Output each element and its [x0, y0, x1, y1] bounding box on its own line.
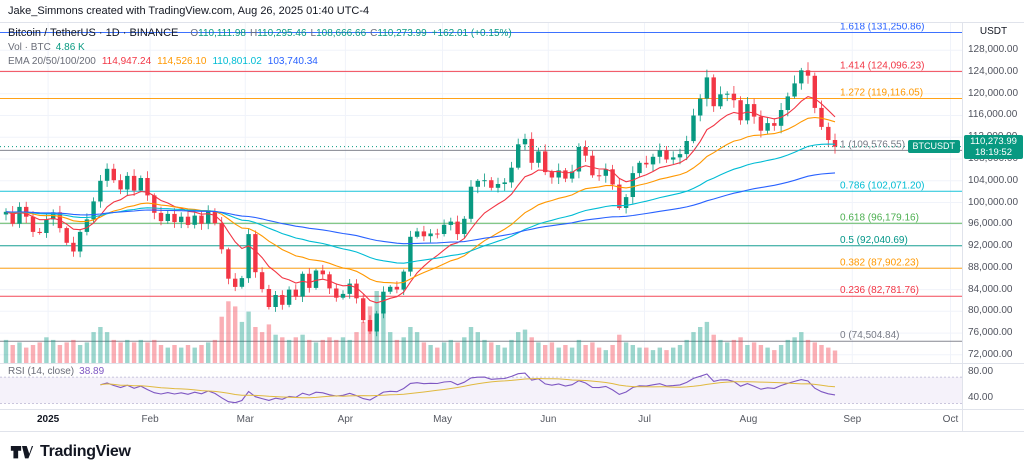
chart-legend: Bitcoin / TetherUS · 1D · BINANCE O110,11… — [8, 26, 512, 69]
attribution-text: Jake_Simmons created with TradingView.co… — [0, 0, 1024, 22]
last-price-badge[interactable]: 110,273.99 18:19:52 — [964, 134, 1023, 159]
axis-corner — [962, 410, 1024, 431]
tradingview-logo-icon — [10, 445, 34, 458]
symbol-title[interactable]: Bitcoin / TetherUS · 1D · BINANCE — [8, 27, 179, 39]
time-axis-row: 2025 Feb Mar Apr May Jun Jul Aug Sep Oct — [0, 409, 1024, 431]
ema-20-value: 114,947.24 — [101, 56, 152, 67]
time-axis-label: Mar — [236, 414, 254, 425]
rsi-label: RSI (14, close) — [8, 366, 75, 377]
rsi-band — [0, 377, 962, 404]
price-axis-tick: 100,000.00 — [968, 196, 1019, 208]
ema-line-200[interactable] — [5, 172, 836, 245]
low-label: L — [310, 28, 317, 39]
price-axis-tick: 84,000.00 — [968, 283, 1013, 295]
tradingview-logo-text: TradingView — [40, 442, 131, 460]
ema-line-100[interactable] — [5, 143, 836, 264]
price-axis-tick: 76,000.00 — [968, 327, 1013, 339]
time-axis-label: Jul — [638, 414, 651, 425]
rsi-chart-canvas[interactable] — [0, 364, 962, 410]
svg-text:1.272 (119,116.05): 1.272 (119,116.05) — [840, 88, 923, 99]
time-axis-label: Sep — [843, 414, 862, 425]
price-pane-area[interactable]: 1.618 (131,250.86) 1.414 (124,096.23) 1.27… — [0, 23, 962, 363]
fib-labels: 1.618 (131,250.86) 1.414 (124,096.23) 1.27… — [840, 23, 925, 341]
rsi-value: 38.89 — [79, 366, 105, 377]
chart-root: 1.618 (131,250.86) 1.414 (124,096.23) 1.27… — [0, 22, 1024, 431]
rsi-axis-tick: 80.00 — [968, 365, 994, 377]
price-axis-tick: 72,000.00 — [968, 348, 1013, 360]
price-axis-tick: 88,000.00 — [968, 261, 1013, 273]
time-axis-label: May — [433, 414, 452, 425]
time-axis-label: Jun — [540, 414, 557, 425]
svg-text:0.618 (96,179.16): 0.618 (96,179.16) — [840, 212, 919, 223]
volume-label: Vol · BTC — [8, 42, 51, 53]
rsi-axis[interactable]: 80.00 40.00 — [962, 364, 1024, 409]
time-axis[interactable]: 2025 Feb Mar Apr May Jun Jul Aug Sep Oct — [0, 410, 962, 431]
candles-layer[interactable] — [3, 62, 838, 337]
bottom-bar: TradingView — [0, 431, 1024, 471]
time-axis-label: Feb — [141, 414, 159, 425]
svg-text:1 (109,576.55): 1 (109,576.55) — [840, 139, 905, 150]
volume-bars — [3, 291, 838, 363]
symbol-price-tag[interactable]: BTCUSDT — [907, 139, 960, 153]
fib-retracement-lines[interactable] — [0, 32, 962, 342]
price-axis-tick: 120,000.00 — [968, 87, 1019, 99]
price-axis-tick: 92,000.00 — [968, 240, 1013, 252]
svg-text:1.618 (131,250.86): 1.618 (131,250.86) — [840, 23, 925, 33]
ema-200-value: 103,740.34 — [267, 56, 318, 67]
price-axis-tick: 124,000.00 — [968, 65, 1019, 77]
svg-text:0.236 (82,781.76): 0.236 (82,781.76) — [840, 285, 919, 296]
svg-text:0.382 (87,902.23): 0.382 (87,902.23) — [840, 257, 919, 268]
rsi-line[interactable] — [100, 372, 836, 404]
price-axis-tick: 128,000.00 — [968, 44, 1019, 56]
close-value: 110,273.99 — [377, 28, 427, 39]
time-axis-label: Aug — [739, 414, 758, 425]
ema-line-50[interactable] — [5, 116, 836, 284]
price-pane-row: 1.618 (131,250.86) 1.414 (124,096.23) 1.27… — [0, 23, 1024, 363]
price-axis[interactable]: USDT 110,273.99 18:19:52 128,000.00 124,0… — [962, 23, 1024, 363]
rsi-pane-area[interactable]: RSI (14, close) 38.89 — [0, 364, 962, 409]
price-chart-canvas[interactable]: 1.618 (131,250.86) 1.414 (124,096.23) 1.27… — [0, 23, 962, 363]
price-axis-tick: 104,000.00 — [968, 174, 1019, 186]
ema-label: EMA 20/50/100/200 — [8, 56, 96, 67]
last-price-value: 110,273.99 — [970, 135, 1017, 147]
svg-text:0.786 (102,071.20): 0.786 (102,071.20) — [840, 180, 925, 191]
volume-legend-row[interactable]: Vol · BTC 4.86 K — [8, 41, 512, 55]
time-axis-label: Oct — [942, 414, 959, 425]
rsi-pane-row: RSI (14, close) 38.89 80.00 40.00 — [0, 363, 1024, 409]
bar-countdown: 18:19:52 — [975, 146, 1012, 158]
price-axis-tick: 96,000.00 — [968, 218, 1013, 230]
close-label: C — [370, 28, 378, 39]
grid-layer — [0, 23, 962, 363]
svg-text:0 (74,504.84): 0 (74,504.84) — [840, 330, 900, 341]
high-value: 110,295.46 — [257, 28, 307, 39]
volume-value: 4.86 K — [55, 42, 85, 53]
rsi-legend[interactable]: RSI (14, close) 38.89 — [8, 366, 104, 377]
open-value: 110,111.98 — [198, 28, 246, 39]
high-label: H — [249, 28, 258, 39]
symbol-legend-row[interactable]: Bitcoin / TetherUS · 1D · BINANCE O110,11… — [8, 26, 512, 41]
ema-50-value: 114,526.10 — [157, 56, 207, 67]
open-label: O — [190, 28, 199, 39]
svg-text:0.5 (92,040.69): 0.5 (92,040.69) — [840, 235, 908, 246]
change-value: +162.01 (+0.15%) — [431, 28, 512, 39]
price-axis-tick: 116,000.00 — [968, 109, 1018, 121]
low-value: 108,666.66 — [316, 28, 367, 39]
time-axis-label: 2025 — [36, 414, 60, 425]
ema-100-value: 110,801.02 — [212, 56, 262, 67]
price-axis-tick: 80,000.00 — [968, 305, 1013, 317]
price-axis-currency-label: USDT — [979, 26, 1008, 37]
time-axis-label: Apr — [337, 414, 354, 425]
rsi-axis-tick: 40.00 — [968, 391, 994, 403]
ema-legend-row[interactable]: EMA 20/50/100/200 114,947.24 114,526.10 110… — [8, 55, 512, 69]
tradingview-logo[interactable]: TradingView — [10, 442, 131, 462]
svg-text:1.414 (124,096.23): 1.414 (124,096.23) — [840, 60, 925, 71]
rsi-ma-line — [100, 377, 836, 399]
